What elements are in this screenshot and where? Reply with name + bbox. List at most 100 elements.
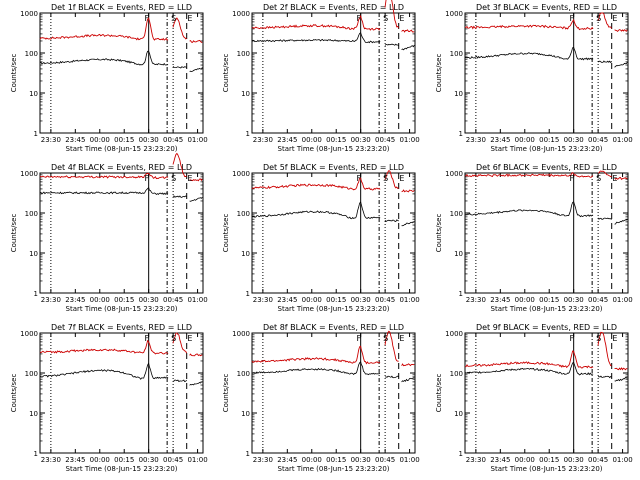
series-events-black xyxy=(464,201,628,225)
x-tick-label: 00:30 xyxy=(351,136,371,144)
x-tick-label: 00:45 xyxy=(163,296,183,304)
panel-title: Det 5f BLACK = Events, RED = LLD xyxy=(263,163,404,172)
x-tick-label: 00:15 xyxy=(539,456,559,464)
x-tick-label: 00:30 xyxy=(139,296,159,304)
detector-panel-7: Det 7f BLACK = Events, RED = LLD 1 10 100 10… xyxy=(10,323,208,473)
marker-label-f: F xyxy=(356,174,361,183)
y-axis-label: Counts/sec xyxy=(10,374,18,413)
y-tick-label: 1000 xyxy=(232,170,250,178)
marker-label-e: E xyxy=(187,334,192,343)
marker-label-f: F xyxy=(144,14,149,23)
y-tick-label: 10 xyxy=(29,410,38,418)
x-tick-label: 23:45 xyxy=(65,456,85,464)
y-tick-label: 1000 xyxy=(20,170,38,178)
plot-frame xyxy=(251,172,416,294)
y-tick-label: 10 xyxy=(241,90,250,98)
y-tick-label: 10 xyxy=(29,250,38,258)
y-axis-label: Counts/sec xyxy=(435,214,443,253)
series-lld-red xyxy=(39,332,203,357)
y-tick-label: 1 xyxy=(459,130,463,138)
x-tick-label: 23:30 xyxy=(41,296,61,304)
detector-panel-3: Det 3f BLACK = Events, RED = LLD 1 10 100 10… xyxy=(435,3,633,153)
plot-frame xyxy=(464,332,629,454)
marker-label-s: S xyxy=(383,14,388,23)
x-tick-label: 00:00 xyxy=(515,296,535,304)
marker-label-e: E xyxy=(399,14,404,23)
y-axis-label: Counts/sec xyxy=(10,54,18,93)
y-tick-label: 1 xyxy=(34,130,38,138)
x-tick-label: 00:45 xyxy=(588,456,608,464)
plot-frame xyxy=(39,332,204,454)
x-tick-label: 00:00 xyxy=(302,296,322,304)
y-tick-label: 1 xyxy=(459,450,463,458)
y-tick-label: 10 xyxy=(454,90,463,98)
panel-title: Det 4f BLACK = Events, RED = LLD xyxy=(51,163,192,172)
x-tick-label: 23:30 xyxy=(466,296,486,304)
marker-label-e: E xyxy=(612,174,617,183)
marker-label-f: F xyxy=(144,334,149,343)
marker-label-f: F xyxy=(569,14,574,23)
y-tick-label: 1000 xyxy=(445,170,463,178)
y-tick-label: 100 xyxy=(237,210,250,218)
y-tick-label: 1000 xyxy=(232,330,250,338)
x-tick-label: 00:15 xyxy=(539,136,559,144)
marker-label-s: S xyxy=(171,174,176,183)
detector-panel-1: Det 1f BLACK = Events, RED = LLD 1 10 100 10… xyxy=(10,3,208,153)
y-tick-label: 1 xyxy=(34,290,38,298)
marker-label-e: E xyxy=(399,334,404,343)
plot-frame xyxy=(39,12,204,134)
series-lld-red xyxy=(465,331,628,371)
x-tick-label: 01:00 xyxy=(187,456,207,464)
x-tick-label: 23:30 xyxy=(253,136,273,144)
marker-label-f: F xyxy=(569,174,574,183)
x-tick-label: 23:45 xyxy=(277,456,297,464)
x-tick-label: 00:45 xyxy=(588,296,608,304)
marker-label-e: E xyxy=(187,14,192,23)
y-tick-label: 10 xyxy=(241,410,250,418)
x-tick-label: 23:45 xyxy=(65,296,85,304)
marker-label-e: E xyxy=(399,174,404,183)
y-tick-label: 1 xyxy=(246,290,250,298)
series-events-black xyxy=(251,361,415,383)
x-axis-label: Start Time (08-Jun-15 23:23:20) xyxy=(491,145,603,153)
y-tick-label: 1000 xyxy=(445,10,463,18)
marker-label-s: S xyxy=(383,174,388,183)
marker-label-e: E xyxy=(612,14,617,23)
marker-label-f: F xyxy=(144,174,149,183)
x-tick-label: 23:45 xyxy=(277,296,297,304)
x-tick-label: 00:15 xyxy=(326,136,346,144)
y-tick-label: 10 xyxy=(454,410,463,418)
x-tick-label: 00:00 xyxy=(302,136,322,144)
marker-label-s: S xyxy=(171,14,176,23)
x-tick-label: 00:15 xyxy=(326,456,346,464)
y-tick-label: 1 xyxy=(246,450,250,458)
y-axis-label: Counts/sec xyxy=(435,54,443,93)
x-tick-label: 00:45 xyxy=(375,136,395,144)
panel-title: Det 8f BLACK = Events, RED = LLD xyxy=(263,323,404,332)
detector-panel-6: Det 6f BLACK = Events, RED = LLD 1 10 100 10… xyxy=(435,163,633,313)
x-tick-label: 00:30 xyxy=(351,296,371,304)
x-tick-label: 23:30 xyxy=(41,456,61,464)
marker-label-f: F xyxy=(569,334,574,343)
series-lld-red xyxy=(464,12,628,33)
series-events-black xyxy=(251,32,415,51)
panel-title: Det 6f BLACK = Events, RED = LLD xyxy=(476,163,617,172)
x-tick-label: 23:45 xyxy=(277,136,297,144)
x-tick-label: 00:00 xyxy=(90,296,110,304)
x-tick-label: 00:45 xyxy=(588,136,608,144)
series-events-black xyxy=(39,186,203,202)
series-events-black xyxy=(464,46,628,68)
x-tick-label: 00:00 xyxy=(90,456,110,464)
x-tick-label: 00:30 xyxy=(139,136,159,144)
y-tick-label: 10 xyxy=(29,90,38,98)
y-tick-label: 1000 xyxy=(445,330,463,338)
plot-frame xyxy=(39,172,204,294)
x-tick-label: 01:00 xyxy=(612,456,632,464)
detector-panel-4: Det 4f BLACK = Events, RED = LLD 1 10 100 10… xyxy=(10,152,208,313)
marker-label-s: S xyxy=(383,334,388,343)
y-tick-label: 100 xyxy=(25,210,38,218)
y-tick-label: 100 xyxy=(450,50,463,58)
plot-frame xyxy=(251,12,416,134)
y-tick-label: 10 xyxy=(241,250,250,258)
x-tick-label: 01:00 xyxy=(612,296,632,304)
